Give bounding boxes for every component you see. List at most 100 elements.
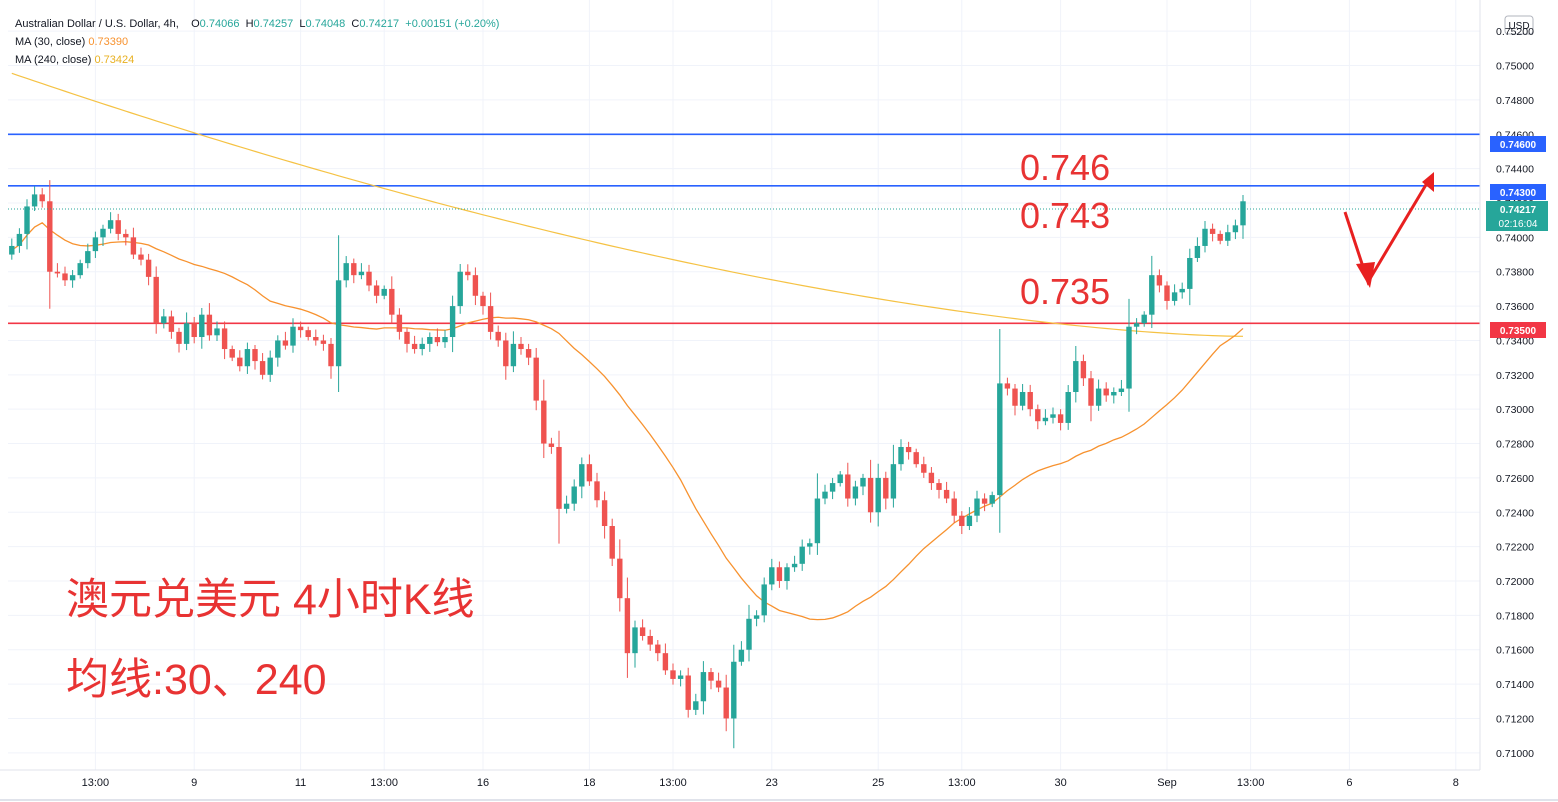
candle <box>1164 281 1170 310</box>
candle <box>396 308 403 340</box>
candle <box>252 345 258 370</box>
candle <box>951 491 957 523</box>
legend-row-ma30[interactable]: MA (30, close) 0.73390 <box>15 33 499 51</box>
candle <box>389 276 395 324</box>
candle <box>693 693 699 716</box>
annotation-746: 0.746 <box>1020 147 1110 188</box>
candle <box>221 321 228 360</box>
candle <box>898 439 904 471</box>
candle <box>1103 382 1109 402</box>
candle <box>373 280 380 304</box>
candle <box>1088 371 1094 422</box>
grid <box>8 0 1480 770</box>
candle <box>69 270 76 288</box>
candle <box>1133 318 1140 335</box>
candle <box>1225 224 1231 246</box>
candle <box>92 231 99 258</box>
forecast-arrow[interactable] <box>1343 172 1434 288</box>
price-tick-label: 0.75200 <box>1496 26 1534 38</box>
svg-text:0.73500: 0.73500 <box>1500 326 1537 337</box>
candle <box>541 379 547 459</box>
candle <box>115 213 121 241</box>
candle <box>905 441 912 460</box>
candle <box>579 457 585 499</box>
candle <box>282 331 289 350</box>
candle <box>594 472 600 508</box>
candle <box>700 661 707 715</box>
candle <box>632 620 638 668</box>
candles <box>9 180 1246 749</box>
candle <box>586 454 593 486</box>
candle <box>1073 345 1079 403</box>
candle <box>206 303 213 341</box>
time-tick-label: 13:00 <box>948 777 976 789</box>
candle <box>913 448 919 468</box>
currency-button[interactable]: USD <box>1504 15 1534 35</box>
price-tag-current: 0.74217 02:16:04 <box>1486 201 1548 231</box>
candle <box>822 484 828 505</box>
candle <box>1202 221 1208 253</box>
candle <box>723 674 729 732</box>
candle <box>784 563 790 590</box>
legend-row-ma240[interactable]: MA (240, close) 0.73424 <box>15 51 499 69</box>
ma30-line <box>11 221 1244 621</box>
candle <box>708 668 714 690</box>
time-tick-label: 25 <box>872 777 884 789</box>
candle <box>533 347 539 411</box>
candle <box>1095 379 1102 411</box>
candle <box>761 577 767 623</box>
ohlc-low-label: L <box>299 18 306 30</box>
price-axis[interactable] <box>1480 0 1558 802</box>
time-axis[interactable] <box>0 770 1480 802</box>
candle <box>1004 377 1011 396</box>
time-tick-label: 16 <box>477 777 489 789</box>
candle <box>107 212 114 234</box>
candle <box>677 670 684 687</box>
candle <box>852 480 859 506</box>
time-ticks: 13:00 9 11 13:00 16 18 13:00 23 25 13:00 30 Sep 13:0… <box>82 777 1459 789</box>
candle <box>525 343 532 366</box>
candle <box>1217 230 1223 245</box>
candle <box>1050 407 1056 424</box>
symbol-title[interactable]: Australian Dollar / U.S. Dollar, 4h, <box>15 18 179 30</box>
candle <box>54 263 61 278</box>
ma240-label: MA (240, close) <box>15 54 92 66</box>
candle <box>829 477 836 500</box>
candle <box>731 644 737 749</box>
candle <box>548 437 555 454</box>
candle <box>875 463 881 527</box>
countdown: 02:16:04 <box>1499 219 1538 230</box>
candle <box>662 643 669 675</box>
legend-row-symbol: Australian Dollar / U.S. Dollar, 4h, O0.… <box>15 15 499 33</box>
candle <box>791 555 798 572</box>
candle <box>85 243 91 269</box>
svg-text:0.74217: 0.74217 <box>1500 205 1537 216</box>
candle <box>1179 282 1185 299</box>
price-tick-label: 0.71200 <box>1496 713 1534 725</box>
candle <box>130 227 137 260</box>
candle <box>609 518 615 567</box>
ohlc-open: 0.74066 <box>199 18 240 30</box>
candle <box>685 667 691 718</box>
candle <box>510 331 517 373</box>
time-tick-label: 9 <box>191 777 197 789</box>
price-tick-label: 0.71000 <box>1496 748 1534 760</box>
candle <box>47 180 53 309</box>
price-tick-label: 0.73600 <box>1496 301 1534 313</box>
price-tick-label: 0.73400 <box>1496 335 1534 347</box>
caption-line1: 澳元兑美元 4小时K线 <box>66 576 475 624</box>
candle <box>31 186 38 212</box>
candle <box>845 462 851 507</box>
candle <box>997 328 1003 533</box>
ohlc-change: +0.00151 (+0.20%) <box>405 18 500 30</box>
candle <box>776 561 783 588</box>
candle <box>563 495 570 514</box>
ma30-label: MA (30, close) <box>15 36 86 48</box>
candle <box>974 490 980 523</box>
candle <box>518 337 524 355</box>
candle <box>328 338 334 379</box>
price-tick-label: 0.72200 <box>1496 542 1534 554</box>
svg-text:0.74300: 0.74300 <box>1500 188 1537 199</box>
candle <box>921 456 927 478</box>
